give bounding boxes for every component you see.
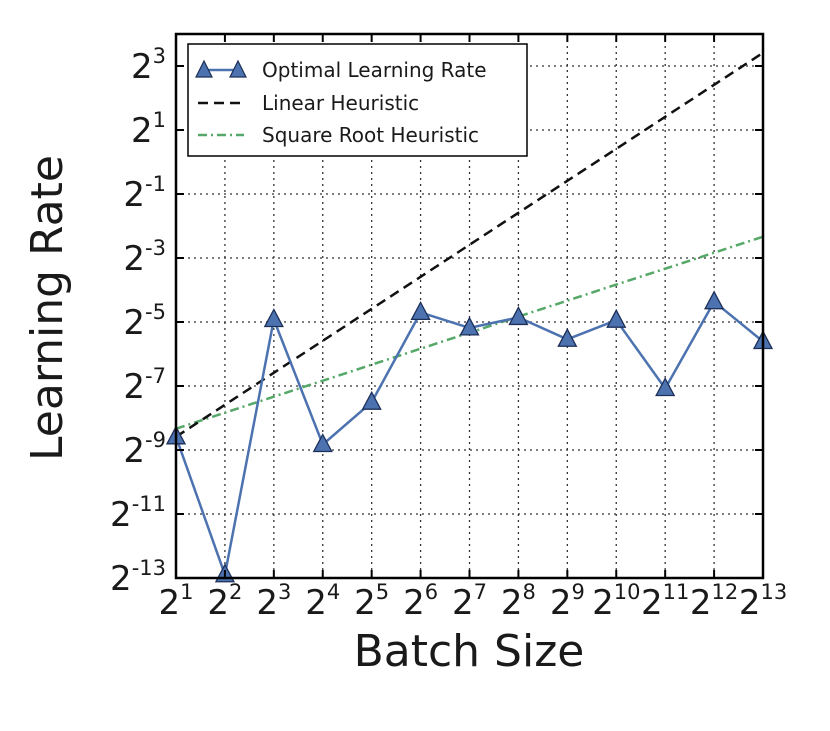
data-point-marker: [459, 316, 480, 336]
data-point-marker: [312, 433, 333, 453]
x-tick-label: 23: [256, 580, 291, 623]
legend-label-optimal: Optimal Learning Rate: [262, 58, 487, 82]
data-point-marker: [263, 308, 284, 328]
triangle-marker-icon: [195, 59, 213, 78]
legend: Optimal Learning Rate Linear Heuristic S…: [187, 43, 528, 157]
data-point-marker: [655, 377, 676, 397]
legend-item-optimal: Optimal Learning Rate: [195, 58, 487, 82]
triangle-marker-icon: [229, 59, 247, 78]
series-line-1: [175, 51, 764, 438]
y-tick-label: 2-13: [110, 556, 166, 599]
x-tick-label: 27: [452, 580, 487, 623]
x-tick-labels: 21 22 23 24 25 26 27 28 29 210 211 212 213: [158, 580, 787, 623]
y-tick-label: 2-3: [123, 236, 166, 279]
data-point-marker: [361, 390, 382, 410]
x-tick-label: 24: [305, 580, 340, 623]
y-axis-title: Learning Rate: [22, 155, 73, 461]
y-tick-label: 2-11: [110, 492, 166, 535]
data-point-marker: [606, 308, 627, 328]
x-axis-title: Batch Size: [354, 626, 585, 677]
data-point-marker: [557, 327, 578, 347]
y-tick-label: 2-7: [123, 364, 166, 407]
data-point-marker: [410, 300, 431, 321]
x-tick-label: 29: [550, 580, 585, 623]
y-tick-label: 2-5: [123, 300, 166, 343]
x-tick-label: 213: [739, 580, 787, 623]
x-tick-label: 26: [403, 580, 438, 623]
data-point-marker: [704, 290, 725, 310]
y-tick-label: 23: [131, 44, 166, 87]
x-tick-label: 210: [592, 580, 640, 623]
tick-marks: [175, 34, 764, 579]
x-tick-label: 22: [207, 580, 242, 623]
x-tick-label: 25: [354, 580, 389, 623]
y-tick-label: 2-1: [123, 172, 166, 215]
legend-label-sqrt: Square Root Heuristic: [262, 123, 479, 147]
x-tick-label: 211: [641, 580, 689, 623]
y-tick-label: 21: [131, 108, 166, 151]
x-tick-label: 21: [158, 580, 193, 623]
x-tick-label: 28: [501, 580, 536, 623]
data-point-marker: [508, 306, 529, 326]
x-tick-label: 212: [690, 580, 738, 623]
y-tick-labels: 2-13 2-11 2-9 2-7 2-5 2-3 2-1 21 23: [110, 44, 166, 599]
series-layer: [165, 51, 774, 583]
legend-item-sqrt: Square Root Heuristic: [198, 123, 479, 147]
y-tick-label: 2-9: [123, 428, 166, 471]
legend-item-linear: Linear Heuristic: [198, 91, 419, 115]
legend-box: [187, 43, 528, 157]
legend-label-linear: Linear Heuristic: [262, 91, 419, 115]
